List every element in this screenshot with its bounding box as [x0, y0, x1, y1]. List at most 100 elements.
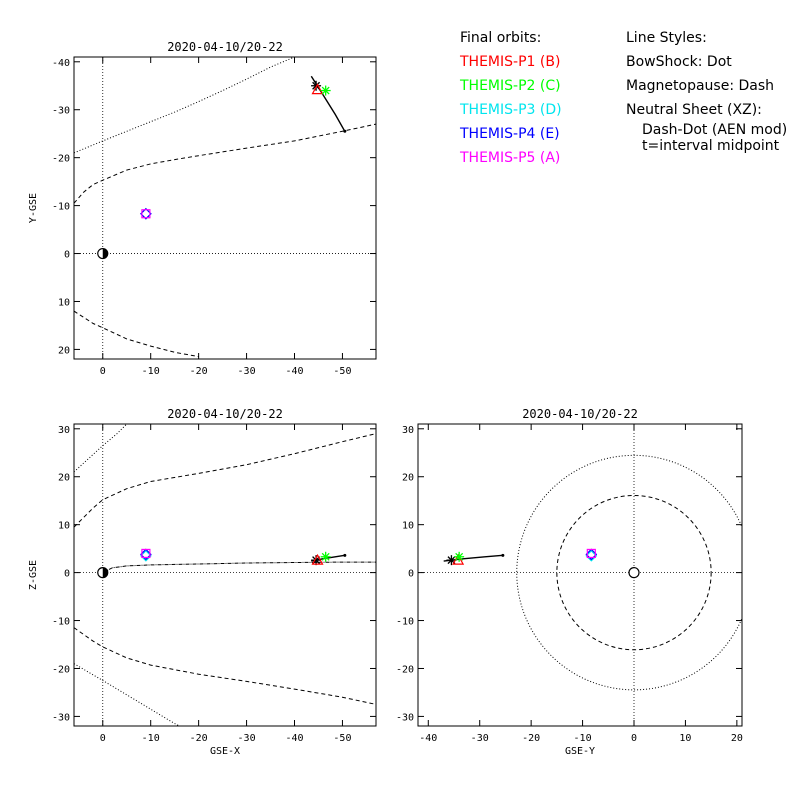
x-tick-label: -20	[190, 366, 208, 377]
bowshock-curve	[74, 57, 295, 154]
x-tick-label: 20	[731, 733, 743, 744]
x-tick-label: -30	[471, 733, 489, 744]
x-tick-label: -10	[142, 366, 160, 377]
legend-line-styles: Line Styles: BowShock: Dot Magnetopause:…	[626, 26, 787, 154]
magnetopause-curve-bottom	[74, 310, 199, 358]
x-tick-label: -50	[333, 733, 351, 744]
legend-bowshock: BowShock: Dot	[626, 54, 732, 70]
legend-neutral-sheet-detail1: Dash-Dot (AEN mod)	[642, 122, 788, 138]
y-tick-label: 10	[402, 521, 414, 532]
bowshock-circle	[516, 454, 742, 691]
x-tick-label: -40	[419, 733, 437, 744]
y-tick-label: 0	[408, 569, 414, 580]
y-tick-label: -30	[52, 712, 70, 723]
y-tick-label: -30	[52, 106, 70, 117]
earth-symbol	[628, 567, 640, 579]
y-tick-label: -10	[52, 202, 70, 213]
magnetopause-circle	[556, 494, 712, 651]
legend-orbits-title: Final orbits:	[460, 30, 542, 46]
legend-item-p2: THEMIS-P2 (C)	[460, 78, 561, 94]
plot-title: 2020-04-10/20-22	[522, 407, 638, 421]
orbit-track-end	[343, 553, 347, 557]
probe-marker-p4	[140, 207, 152, 220]
y-axis-label: Y-GSE	[28, 193, 39, 223]
x-tick-label: 10	[679, 733, 691, 744]
plot-title: 2020-04-10/20-22	[167, 407, 283, 421]
y-axis-label: Z-GSE	[28, 560, 39, 590]
x-tick-label: -50	[333, 366, 351, 377]
plot-area	[74, 57, 376, 359]
y-tick-label: 10	[58, 521, 70, 532]
y-tick-label: -20	[52, 154, 70, 165]
x-tick-label: -30	[238, 733, 256, 744]
x-axis-label: GSE-X	[210, 746, 240, 757]
bowshock-curve-bottom	[74, 663, 180, 726]
earth-symbol	[97, 247, 109, 260]
y-tick-label: 30	[402, 425, 414, 436]
probe-marker-p5	[141, 209, 151, 219]
y-tick-label: 10	[58, 297, 70, 308]
plot-yz: -40 -30 -20 -10 0 10 20 -30 -20 -10 0 10 20 30 2020-04…	[396, 407, 743, 757]
legend-final-orbits: Final orbits: THEMIS-P1 (B) THEMIS-P2 (C…	[460, 26, 562, 170]
probe-marker-p5	[141, 548, 151, 559]
legend-item-p3: THEMIS-P3 (D)	[460, 102, 562, 118]
bowshock-curve-top	[74, 424, 128, 473]
neutral-sheet-curve	[102, 561, 376, 574]
y-tick-label: 20	[58, 473, 70, 484]
x-axis-label: GSE-Y	[565, 746, 595, 757]
y-tick-label: -10	[396, 617, 414, 628]
x-tick-label: -10	[142, 733, 160, 744]
probe-marker-p2	[454, 551, 465, 562]
legend-neutral-sheet-detail2: t=interval midpoint	[642, 138, 780, 154]
plot-xz: 0 -10 -20 -30 -40 -50 -30 -20 -10 0 10 20 30 2020-04-…	[28, 407, 377, 757]
x-tick-label: -20	[522, 733, 540, 744]
axes-frame	[73, 56, 377, 360]
orbit-track-end	[501, 553, 505, 557]
y-tick-label: 20	[402, 473, 414, 484]
probe-marker-p3	[585, 549, 598, 562]
x-tick-label: 0	[631, 733, 637, 744]
plot-area	[418, 424, 742, 726]
x-tick-label: -30	[238, 366, 256, 377]
probe-marker-p2	[320, 85, 331, 96]
legend-magnetopause: Magnetopause: Dash	[626, 78, 775, 94]
y-tick-label: -40	[52, 58, 70, 69]
x-tick-label: -10	[574, 733, 592, 744]
x-tick-label: -20	[190, 733, 208, 744]
y-tick-label: 30	[58, 425, 70, 436]
magnetopause-curve-bottom	[74, 627, 376, 705]
x-tick-label: 0	[100, 366, 106, 377]
probe-marker-p4	[585, 548, 598, 561]
y-tick-label: -30	[396, 712, 414, 723]
y-tick-label: 20	[58, 345, 70, 356]
earth-symbol	[97, 567, 109, 579]
legend-item-p4: THEMIS-P4 (E)	[460, 126, 560, 142]
axes-frame	[73, 423, 377, 727]
y-tick-label: -20	[396, 664, 414, 675]
plot-title: 2020-04-10/20-22	[167, 40, 283, 54]
probe-marker-p2	[320, 551, 331, 562]
plot-area	[74, 424, 376, 726]
probe-marker-p3	[140, 549, 152, 562]
x-tick-label: 0	[100, 733, 106, 744]
y-tick-label: -20	[52, 664, 70, 675]
magnetopause-curve-top	[74, 433, 376, 528]
probe-marker-p5	[586, 548, 596, 559]
probe-marker-p4	[140, 548, 152, 561]
legend-neutral-sheet: Neutral Sheet (XZ):	[626, 102, 762, 118]
y-tick-label: 0	[64, 569, 70, 580]
magnetopause-curve-top	[74, 123, 376, 204]
x-tick-label: -40	[285, 733, 303, 744]
axes-frame	[417, 423, 743, 727]
legend-styles-title: Line Styles:	[626, 30, 707, 46]
probe-marker-p1	[311, 83, 324, 95]
orbit-track-end	[343, 129, 347, 133]
plot-xy: 0 -10 -20 -30 -40 -50 20 10 0 -10 -20 -30 -40 2020-04…	[28, 40, 377, 377]
probe-marker-p1	[311, 553, 324, 565]
legend-item-p5: THEMIS-P5 (A)	[460, 150, 561, 166]
track-end-asterisk	[311, 80, 322, 91]
x-tick-label: -40	[285, 366, 303, 377]
legend-item-p1: THEMIS-P1 (B)	[460, 54, 561, 70]
